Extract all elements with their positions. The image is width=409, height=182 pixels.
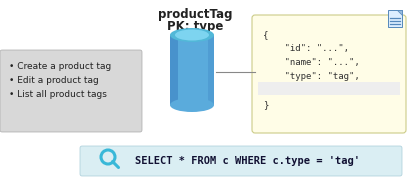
Text: PK: type: PK: type bbox=[166, 20, 222, 33]
FancyBboxPatch shape bbox=[170, 35, 178, 105]
FancyBboxPatch shape bbox=[170, 35, 213, 105]
FancyBboxPatch shape bbox=[387, 10, 401, 27]
FancyBboxPatch shape bbox=[0, 50, 142, 132]
Ellipse shape bbox=[170, 28, 213, 42]
FancyBboxPatch shape bbox=[252, 15, 405, 133]
Text: "name": "...",: "name": "...", bbox=[262, 58, 359, 67]
Text: "type": "tag",: "type": "tag", bbox=[262, 72, 359, 81]
Text: • Edit a product tag: • Edit a product tag bbox=[9, 76, 99, 85]
Text: }: } bbox=[262, 100, 268, 109]
FancyBboxPatch shape bbox=[257, 82, 399, 95]
FancyBboxPatch shape bbox=[80, 146, 401, 176]
Text: productTag: productTag bbox=[157, 8, 231, 21]
Text: • Create a product tag: • Create a product tag bbox=[9, 62, 111, 71]
Ellipse shape bbox=[170, 98, 213, 112]
Text: SELECT * FROM c WHERE c.type = 'tag': SELECT * FROM c WHERE c.type = 'tag' bbox=[135, 156, 360, 166]
FancyBboxPatch shape bbox=[207, 35, 213, 105]
Text: "id": "...",: "id": "...", bbox=[262, 44, 348, 53]
Ellipse shape bbox=[175, 29, 209, 41]
Text: • List all product tags: • List all product tags bbox=[9, 90, 107, 99]
Polygon shape bbox=[396, 10, 401, 15]
Text: {: { bbox=[262, 30, 268, 39]
